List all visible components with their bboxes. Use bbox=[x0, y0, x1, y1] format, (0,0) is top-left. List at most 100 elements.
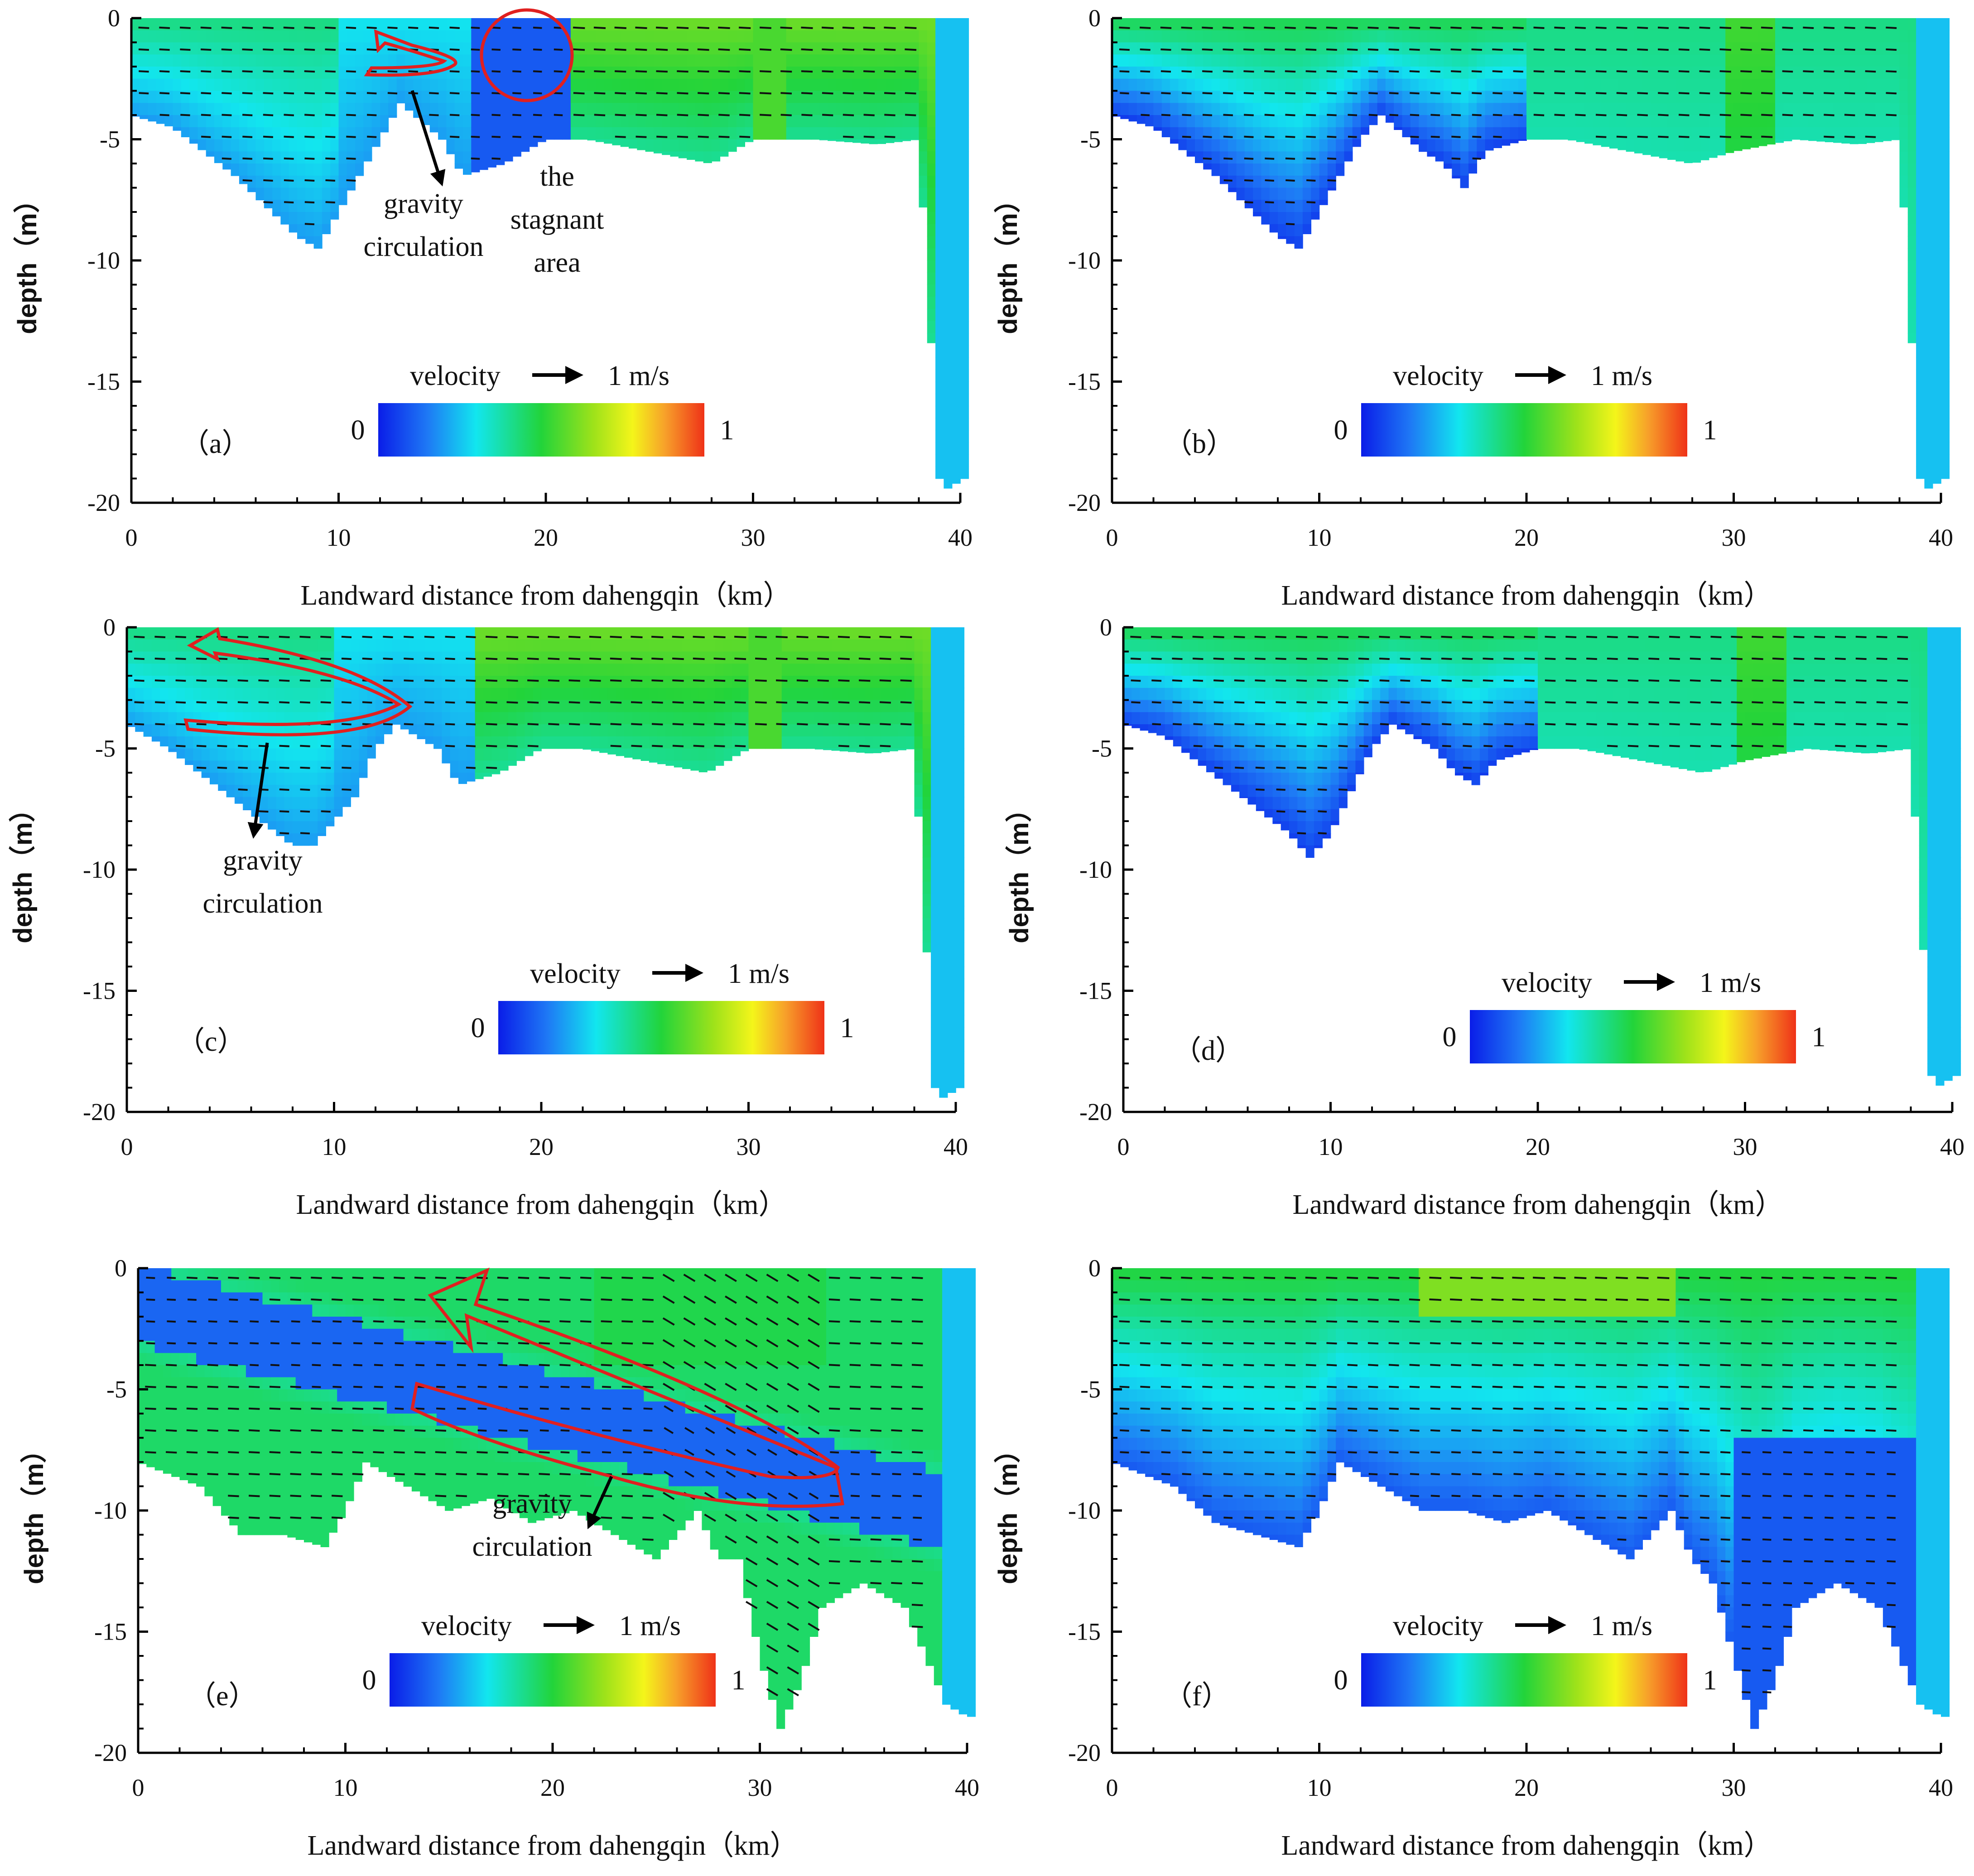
velocity-cell bbox=[1932, 224, 1941, 237]
velocity-cell bbox=[317, 736, 326, 749]
velocity-cell bbox=[1427, 103, 1436, 115]
velocity-cell bbox=[1791, 78, 1801, 91]
velocity-cell bbox=[1568, 67, 1577, 79]
velocity-cell bbox=[587, 115, 596, 128]
velocity-cell bbox=[1775, 67, 1784, 79]
velocity-cell bbox=[1733, 18, 1743, 31]
velocity-cell bbox=[678, 78, 687, 91]
velocity-cell bbox=[927, 297, 936, 309]
velocity-cell bbox=[1361, 127, 1370, 135]
velocity-cell bbox=[1849, 78, 1858, 91]
velocity-cell bbox=[604, 54, 613, 67]
velocity-cell bbox=[330, 30, 339, 43]
velocity-cell bbox=[1916, 139, 1925, 152]
velocity-cell bbox=[1758, 139, 1767, 146]
velocity-cell bbox=[239, 67, 248, 79]
velocity-cell bbox=[322, 103, 331, 115]
velocity-cell bbox=[931, 773, 940, 785]
velocity-cell bbox=[1352, 139, 1361, 147]
velocity-vector bbox=[1761, 70, 1773, 73]
velocity-cell bbox=[1198, 639, 1207, 652]
velocity-cell bbox=[491, 688, 501, 701]
velocity-cell bbox=[922, 724, 931, 737]
velocity-cell bbox=[848, 664, 857, 676]
velocity-cell bbox=[662, 115, 671, 128]
velocity-cell bbox=[856, 736, 865, 749]
velocity-cell bbox=[927, 333, 936, 343]
velocity-cell bbox=[811, 115, 820, 128]
velocity-cell bbox=[1700, 103, 1709, 115]
velocity-cell bbox=[1551, 67, 1560, 79]
velocity-cell bbox=[665, 700, 674, 713]
velocity-cell bbox=[351, 748, 360, 761]
velocity-cell bbox=[1261, 67, 1270, 79]
velocity-cell bbox=[944, 381, 953, 394]
velocity-cell bbox=[255, 151, 265, 164]
velocity-cell bbox=[856, 664, 865, 676]
velocity-cell bbox=[268, 676, 277, 688]
velocity-cell bbox=[1874, 78, 1883, 91]
velocity-cell bbox=[1452, 151, 1461, 164]
velocity-cell bbox=[939, 1015, 948, 1028]
velocity-cell bbox=[914, 760, 923, 773]
velocity-cell bbox=[922, 712, 931, 725]
velocity-cell bbox=[471, 164, 480, 173]
velocity-cell bbox=[450, 748, 459, 761]
velocity-cell bbox=[521, 139, 530, 152]
velocity-cell bbox=[1758, 103, 1767, 115]
panel-a-velocity-vectors bbox=[138, 26, 917, 226]
panel-label: （a） bbox=[181, 428, 250, 459]
velocity-cell bbox=[342, 639, 351, 652]
velocity-vector bbox=[1740, 70, 1752, 73]
velocity-cell bbox=[355, 78, 364, 91]
velocity-cell bbox=[1311, 188, 1320, 201]
velocity-cell bbox=[239, 18, 248, 31]
velocity-cell bbox=[1435, 30, 1444, 43]
velocity-cell bbox=[214, 67, 223, 79]
velocity-cell bbox=[1568, 78, 1577, 91]
velocity-cell bbox=[1907, 309, 1916, 322]
velocity-cell bbox=[1634, 103, 1643, 115]
velocity-cell bbox=[1302, 139, 1311, 152]
velocity-vector bbox=[279, 679, 290, 682]
velocity-cell bbox=[549, 712, 558, 725]
velocity-cell bbox=[1435, 151, 1444, 162]
velocity-cell bbox=[1932, 284, 1941, 298]
velocity-cell bbox=[715, 760, 724, 766]
velocity-cell bbox=[1228, 67, 1237, 79]
velocity-cell bbox=[1269, 67, 1278, 79]
velocity-cell bbox=[939, 724, 948, 737]
velocity-cell bbox=[620, 139, 629, 147]
velocity-cell bbox=[1916, 406, 1925, 418]
velocity-cell bbox=[814, 736, 823, 749]
velocity-cell bbox=[533, 748, 542, 751]
velocity-vector bbox=[796, 679, 809, 682]
velocity-cell bbox=[305, 67, 314, 79]
velocity-cell bbox=[508, 748, 517, 761]
velocity-cell bbox=[226, 784, 235, 798]
velocity-cell bbox=[1493, 67, 1502, 79]
velocity-cell bbox=[197, 115, 207, 128]
velocity-cell bbox=[467, 773, 476, 782]
velocity-cell bbox=[629, 127, 638, 140]
velocity-cell bbox=[670, 67, 679, 79]
velocity-cell bbox=[500, 676, 509, 688]
velocity-cell bbox=[1535, 127, 1544, 140]
velocity-cell bbox=[931, 724, 940, 737]
velocity-cell bbox=[504, 103, 513, 115]
velocity-cell bbox=[1684, 67, 1693, 79]
velocity-cell bbox=[786, 54, 795, 67]
velocity-cell bbox=[1294, 30, 1303, 43]
velocity-cell bbox=[765, 700, 774, 713]
velocity-cell bbox=[665, 639, 674, 652]
velocity-cell bbox=[1709, 42, 1718, 55]
velocity-cell bbox=[1675, 115, 1685, 128]
velocity-cell bbox=[1153, 91, 1162, 104]
velocity-cell bbox=[1419, 103, 1428, 115]
velocity-cell bbox=[363, 127, 372, 140]
velocity-cell bbox=[496, 78, 505, 91]
velocity-cell bbox=[446, 139, 455, 152]
velocity-cell bbox=[935, 103, 944, 115]
velocity-cell bbox=[1311, 115, 1320, 128]
velocity-cell bbox=[1941, 260, 1950, 273]
